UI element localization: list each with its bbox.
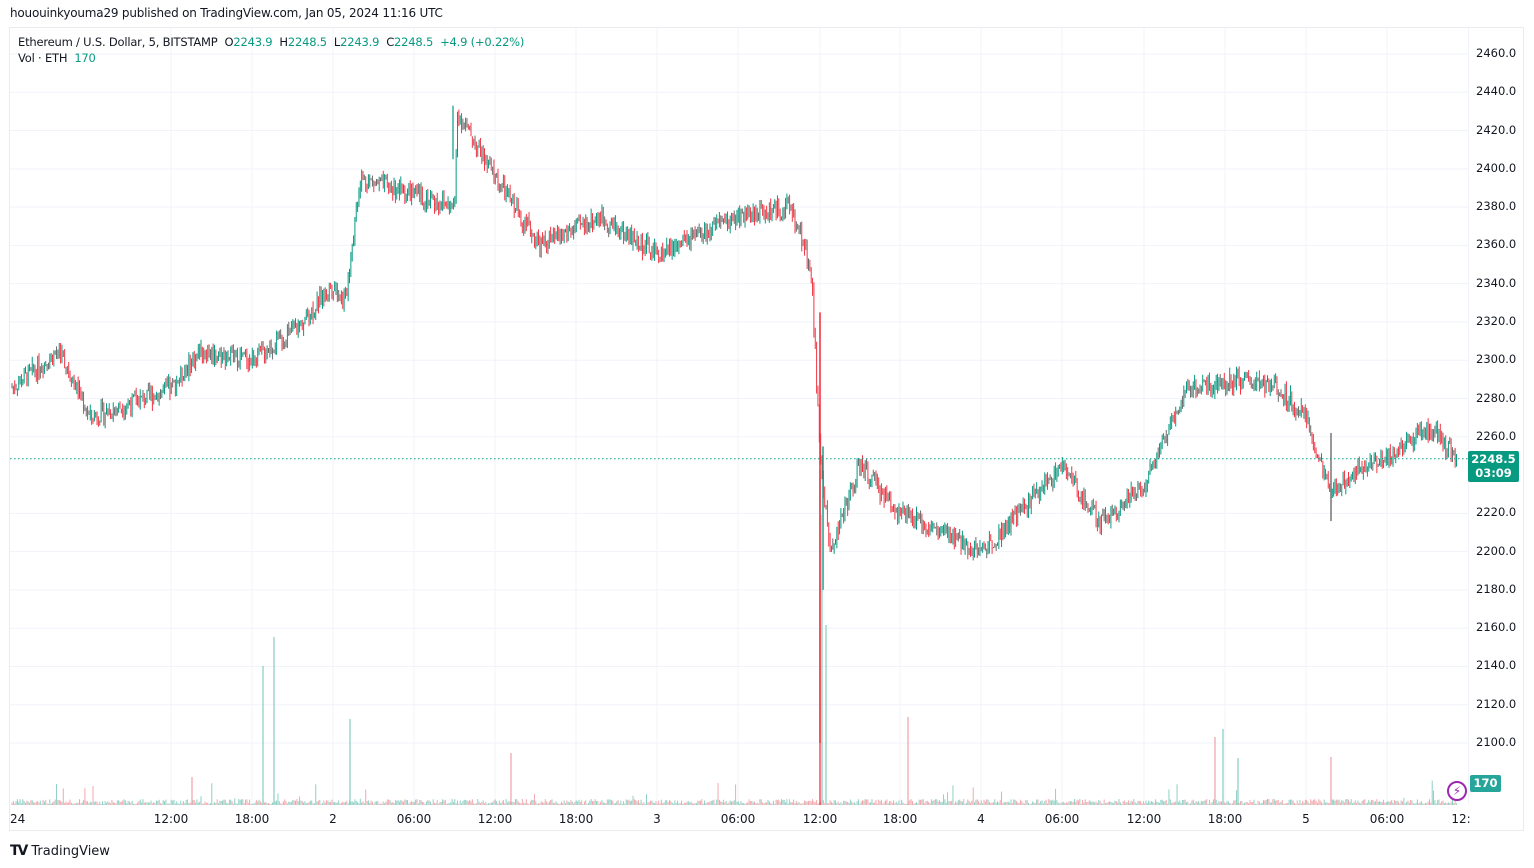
symbol-title[interactable]: Ethereum / U.S. Dollar, 5, BITSTAMP [18, 35, 218, 49]
price-tick-label: 2200.0 [1476, 543, 1517, 558]
current-price: 2248.5 [1471, 452, 1516, 466]
price-tick-label: 2260.0 [1476, 428, 1517, 443]
chart-frame[interactable] [9, 27, 1524, 831]
time-tick-label: 2 [329, 812, 337, 826]
low-value: 2243.9 [340, 35, 380, 49]
price-tick-label: 2340.0 [1476, 275, 1517, 290]
volume-tag: 170 [1470, 775, 1501, 792]
price-tick-label: 2460.0 [1476, 46, 1517, 60]
price-tick-label: 2300.0 [1476, 352, 1517, 367]
time-tick-label: 5 [1302, 812, 1310, 826]
price-tick-label: 2420.0 [1476, 122, 1517, 137]
ohlc-row: Ethereum / U.S. Dollar, 5, BITSTAMP O 224… [18, 34, 524, 50]
chart-legend: Ethereum / U.S. Dollar, 5, BITSTAMP O 224… [18, 34, 524, 66]
tradingview-brand[interactable]: TV TradingView [10, 843, 110, 859]
change-value: +4.9 (+0.22%) [440, 35, 525, 49]
open-label: O [224, 35, 234, 49]
time-tick-label: 3 [653, 812, 661, 826]
tradingview-logo-icon: TV [10, 843, 28, 859]
price-tick-label: 2320.0 [1476, 313, 1517, 328]
price-tick-label: 2160.0 [1476, 620, 1517, 635]
price-tick-label: 2140.0 [1476, 658, 1517, 673]
current-price-tag: 2248.5 03:09 [1468, 451, 1519, 482]
volume-value: 170 [74, 51, 96, 65]
time-tick-label: 06:00 [396, 812, 432, 826]
time-tick-label: 12:00 [153, 812, 189, 826]
time-tick-label: 18:00 [882, 812, 918, 826]
published-by-line: hououinkyouma29 published on TradingView… [10, 6, 443, 20]
time-tick-label: 06:00 [720, 812, 756, 826]
time-tick-label: 12:00 [477, 812, 513, 826]
time-tick-label: 18:00 [1207, 812, 1243, 826]
lightning-alert-icon[interactable]: ⚡ [1447, 781, 1467, 801]
time-tick-label: 18:00 [558, 812, 594, 826]
time-tick-label: 24 [10, 812, 26, 826]
time-tick-label: 06:00 [1044, 812, 1080, 826]
time-tick-label: 12:00 [1126, 812, 1162, 826]
low-label: L [333, 35, 341, 49]
price-tick-label: 2360.0 [1476, 237, 1517, 252]
time-tick-label: 4 [977, 812, 985, 826]
price-tick-label: 2120.0 [1476, 696, 1517, 711]
price-tick-label: 2180.0 [1476, 581, 1517, 596]
brand-name: TradingView [31, 843, 110, 859]
time-tick-label: 12: [1451, 812, 1471, 826]
price-tick-label: 2440.0 [1476, 84, 1517, 99]
bar-countdown: 03:09 [1475, 466, 1512, 480]
volume-row: Vol · ETH 170 [18, 50, 524, 66]
high-value: 2248.5 [287, 35, 327, 49]
price-axis-divider [1468, 28, 1469, 805]
close-label: C [386, 35, 395, 49]
time-tick-label: 06:00 [1369, 812, 1405, 826]
high-label: H [279, 35, 288, 49]
price-tick-label: 2100.0 [1476, 735, 1517, 750]
time-tick-label: 18:00 [234, 812, 270, 826]
close-value: 2248.5 [394, 35, 434, 49]
volume-label[interactable]: Vol · ETH [18, 51, 68, 65]
price-tick-label: 2400.0 [1476, 160, 1517, 175]
price-tick-label: 2280.0 [1476, 390, 1517, 405]
open-value: 2243.9 [233, 35, 273, 49]
price-tick-label: 2380.0 [1476, 199, 1517, 214]
price-tick-label: 2220.0 [1476, 505, 1517, 520]
time-tick-label: 12:00 [802, 812, 838, 826]
